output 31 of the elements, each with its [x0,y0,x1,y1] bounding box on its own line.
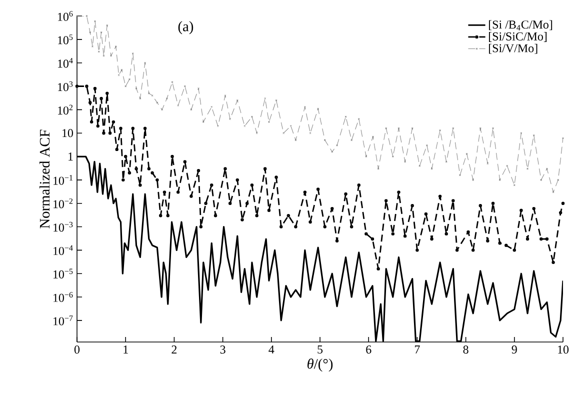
y-tick-label: 10$^{−4}$ [54,245,73,256]
x-tick-label: 0 [74,346,80,354]
y-axis-title: Normalized ACF [39,130,50,228]
y-tick-label: 1 [68,152,73,160]
x-axis-title: θ/(°) [307,358,333,372]
y-tick-label: 10$^{−2}$ [54,198,73,208]
x-tick-label: 7 [414,346,420,354]
y-tick-label: 10$^{3}$ [58,81,73,92]
legend-label: [Si/SiC/Mo] [488,32,547,42]
y-tick-label: 10$^{−5}$ [54,268,73,278]
x-tick-label: 3 [220,346,226,354]
y-tick-label: 10$^{4}$ [58,58,73,68]
y-tick-label: 10$^{−7}$ [54,316,73,326]
x-tick-label: 1 [124,346,128,354]
y-tick-label: 10$^{5}$ [58,34,73,44]
legend-label: [Si/V/Mo] [488,44,538,54]
x-tick-label: 6 [366,346,372,354]
annotation: (a) [178,21,194,34]
x-tick-label: 10 [558,346,569,354]
y-tick-label: 10 [62,129,74,138]
y-tick-label: 10$^{6}$ [58,11,73,21]
x-tick-label: 9 [512,346,517,354]
y-tick-label: 10$^{−1}$ [54,175,72,185]
x-tick-label: 2 [172,346,177,354]
x-tick-label: 5 [318,346,323,354]
y-tick-label: 10$^{−6}$ [54,292,73,302]
y-tick-label: 10$^{2}$ [58,104,73,115]
x-tick-label: 4 [268,346,274,354]
y-tick-label: 10$^{−3}$ [54,222,73,232]
legend-label: [Si /B$_{4}$C/Mo] [488,20,552,30]
x-tick-label: 8 [463,346,468,354]
